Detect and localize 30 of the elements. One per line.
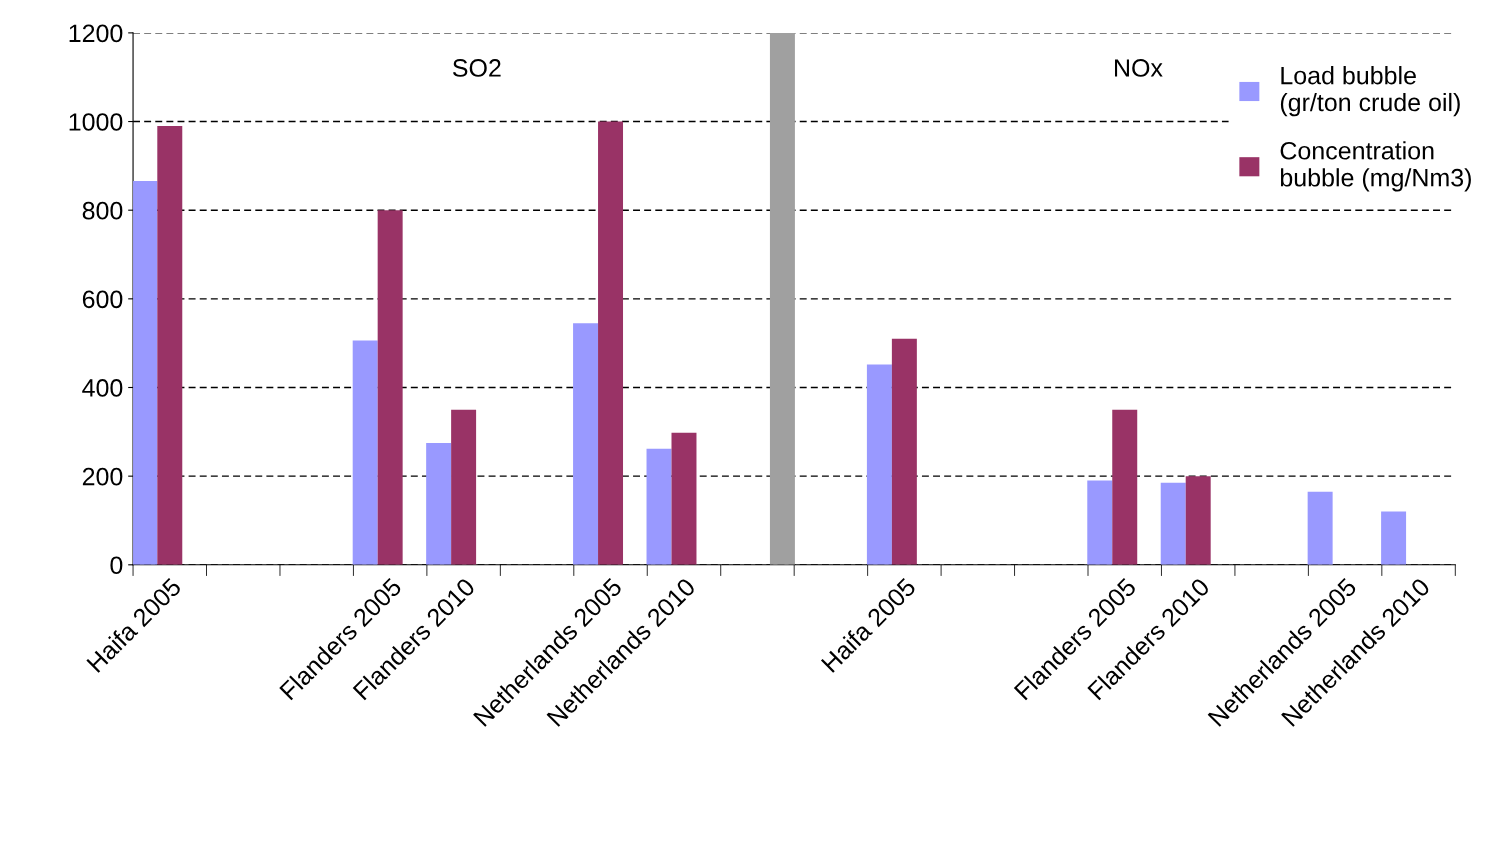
y-tick-label: 1000 — [69, 113, 123, 131]
bar — [573, 323, 599, 565]
legend-label: Concentration bubble (mg/Nm3) — [1280, 141, 1471, 192]
bar — [1307, 491, 1333, 565]
bar — [1381, 511, 1407, 565]
bar — [352, 340, 378, 565]
bar — [1112, 409, 1138, 565]
annotation: NOx — [1115, 59, 1163, 77]
bar — [671, 432, 697, 565]
y-tick-label: 1200 — [69, 24, 123, 43]
y-tick-label: 800 — [82, 201, 123, 220]
bar — [133, 180, 158, 565]
annotation: SO2 — [452, 59, 501, 77]
bar — [451, 409, 477, 565]
legend-label: Load bubble (gr/ton crude oil) — [1280, 66, 1460, 117]
y-tick-label: 600 — [82, 290, 123, 309]
bar — [1087, 480, 1113, 565]
bar — [377, 210, 403, 565]
bar — [1160, 482, 1186, 565]
y-tick-label: 200 — [82, 467, 123, 486]
bar — [598, 121, 624, 565]
bar — [866, 364, 892, 565]
bar — [426, 442, 452, 565]
bar — [1185, 476, 1211, 565]
bar — [646, 448, 672, 565]
bar — [157, 125, 183, 565]
bar — [891, 338, 917, 565]
y-tick-label: 0 — [110, 556, 123, 575]
y-tick-label: 400 — [82, 379, 123, 397]
bar — [769, 32, 795, 565]
